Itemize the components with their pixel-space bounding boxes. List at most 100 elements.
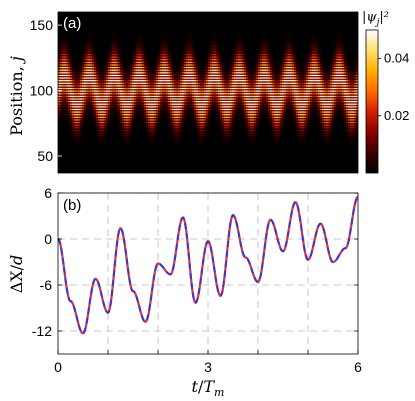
heatmap-cell [324, 89, 327, 91]
heatmap-cell [108, 98, 111, 100]
heatmap-cell [98, 138, 101, 141]
heatmap-cell [236, 91, 239, 94]
heatmap-cell [206, 93, 209, 95]
heatmap-cell [314, 87, 317, 90]
heatmap-cell [320, 115, 323, 117]
heatmap-cell [186, 93, 189, 95]
heatmap-cell [174, 138, 177, 141]
heatmap-cell [122, 124, 125, 126]
heatmap-cell [354, 120, 357, 122]
heatmap-cell [304, 127, 307, 129]
heatmap-cell [158, 129, 161, 131]
heatmap-cell [224, 118, 227, 120]
heatmap-cell [118, 120, 121, 122]
heatmap-cell [214, 114, 217, 116]
heatmap-cell [182, 93, 185, 95]
heatmap-cell [206, 127, 209, 129]
heatmap-cell [138, 97, 141, 99]
heatmap-cell [202, 135, 205, 137]
heatmap-cell [120, 125, 123, 128]
heatmap-cell [104, 115, 107, 117]
heatmap-cell [330, 121, 333, 124]
heatmap-cell [322, 133, 325, 135]
heatmap-cell [176, 107, 179, 109]
heatmap-cell [128, 115, 131, 117]
heatmap-cell [208, 89, 211, 91]
heatmap-cell [112, 95, 115, 97]
heatmap-cell [138, 102, 141, 104]
heatmap-cell [276, 87, 279, 90]
heatmap-cell [282, 106, 285, 108]
heatmap-cell [230, 112, 233, 114]
heatmap-cell [66, 114, 69, 116]
heatmap-cell [120, 108, 123, 111]
heatmap-cell [88, 87, 91, 90]
heatmap-cell [130, 140, 133, 142]
heatmap-cell [304, 142, 307, 145]
heatmap-cell [76, 127, 79, 129]
heatmap-cell [250, 91, 253, 94]
heatmap-cell [342, 89, 345, 91]
heatmap-cell [74, 89, 77, 91]
heatmap-cell [136, 94, 139, 96]
heatmap-cell [128, 128, 131, 130]
heatmap-cell [92, 114, 95, 116]
heatmap-cell [220, 119, 223, 121]
heatmap-cell [178, 133, 181, 135]
heatmap-cell [222, 107, 225, 109]
heatmap-cell [304, 129, 307, 131]
heatmap-cell [118, 99, 121, 101]
heatmap-cell [296, 127, 299, 129]
heatmap-cell [194, 107, 197, 109]
heatmap-cell [222, 98, 225, 100]
heatmap-cell [210, 102, 213, 104]
heatmap-cell [180, 101, 183, 103]
heatmap-cell [154, 115, 157, 117]
heatmap-cell [282, 108, 285, 111]
heatmap-cell [104, 91, 107, 94]
heatmap-cell [146, 102, 149, 104]
heatmap-cell [276, 131, 279, 133]
heatmap-cell [280, 106, 283, 108]
heatmap-cell [326, 137, 329, 139]
heatmap-cell [280, 97, 283, 99]
heatmap-cell [184, 91, 187, 94]
heatmap-cell [84, 94, 87, 96]
heatmap-cell [108, 120, 111, 122]
heatmap-cell [224, 98, 227, 100]
heatmap-cell [322, 128, 325, 130]
heatmap-cell [132, 93, 135, 95]
heatmap-cell [326, 133, 329, 135]
heatmap-cell [202, 98, 205, 100]
heatmap-cell [266, 94, 269, 96]
heatmap-cell [168, 99, 171, 101]
heatmap-cell [238, 89, 241, 91]
heatmap-cell [122, 123, 125, 125]
heatmap-cell [324, 101, 327, 103]
heatmap-cell [252, 133, 255, 135]
heatmap-cell [224, 101, 227, 103]
heatmap-cell [282, 118, 285, 120]
heatmap-cell [146, 118, 149, 120]
heatmap-cell [314, 95, 317, 97]
heatmap-cell [228, 123, 231, 125]
heatmap-cell [192, 111, 195, 113]
heatmap-cell [110, 99, 113, 101]
heatmap-cell [72, 104, 75, 107]
heatmap-cell [158, 123, 161, 125]
heatmap-cell [274, 87, 277, 90]
heatmap-cell [284, 108, 287, 111]
heatmap-cell [326, 132, 329, 134]
heatmap-cell [252, 90, 255, 92]
heatmap-cell [262, 93, 265, 95]
heatmap-cell [74, 99, 77, 101]
heatmap-cell [106, 128, 109, 130]
heatmap-cell [120, 114, 123, 116]
heatmap-cell [194, 87, 197, 90]
heatmap-cell [122, 132, 125, 134]
heatmap-cell [158, 103, 161, 105]
heatmap-cell [152, 119, 155, 121]
heatmap-cell [194, 101, 197, 103]
heatmap-cell [182, 107, 185, 109]
heatmap-cell [168, 94, 171, 96]
